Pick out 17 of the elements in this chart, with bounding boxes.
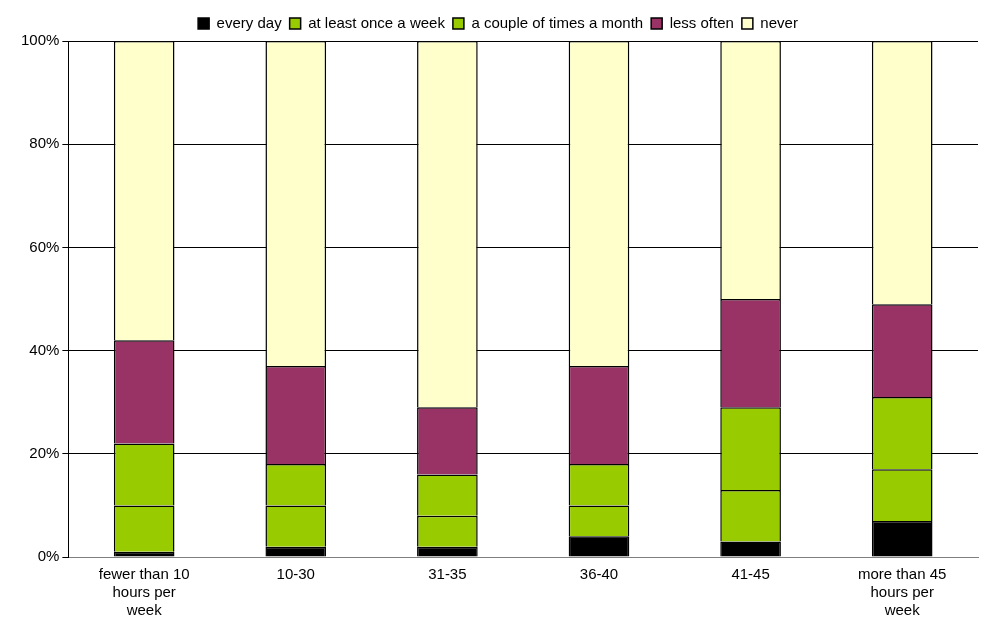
- x-tick-label: 36-40: [579, 565, 619, 583]
- y-tick-label: 80%: [29, 134, 60, 152]
- legend-label: less often: [669, 13, 734, 31]
- y-tick-label: 100%: [20, 31, 60, 49]
- y-tick-label: 60%: [29, 237, 60, 255]
- y-tick-label: 40%: [29, 340, 60, 358]
- x-tick-label: 41-45: [731, 565, 770, 583]
- legend-label: a couple of times a month: [471, 13, 644, 31]
- x-tick-label: more than 45 hours per week: [858, 565, 947, 619]
- legend-label: never: [760, 13, 798, 31]
- legend-label: every day: [216, 13, 283, 31]
- x-tick-label: 10-30: [276, 565, 315, 583]
- y-tick-label: 20%: [29, 443, 60, 461]
- x-tick-label: fewer than 10 hours per week: [98, 565, 190, 619]
- x-tick-label: 31-35: [428, 565, 467, 583]
- y-tick-label: 0%: [37, 547, 60, 565]
- legend-label: at least once a week: [308, 13, 446, 31]
